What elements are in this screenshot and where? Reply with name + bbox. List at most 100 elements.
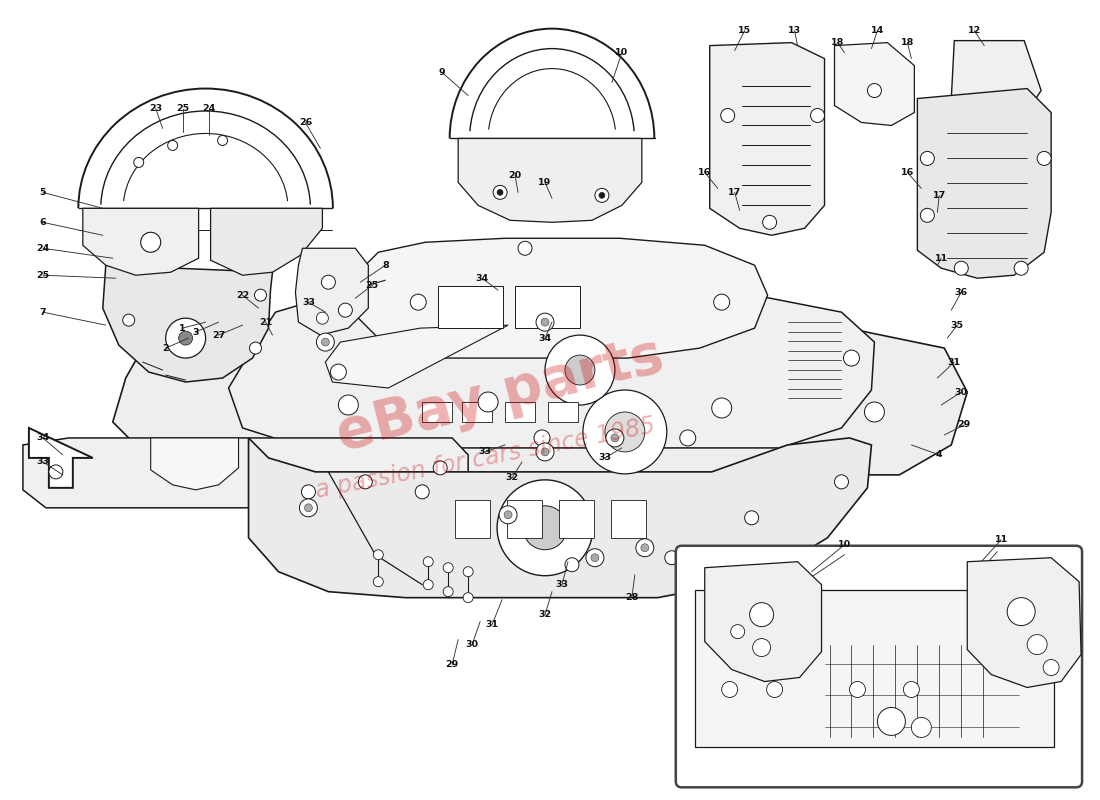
Circle shape [541, 448, 549, 456]
Circle shape [565, 355, 595, 385]
Circle shape [636, 538, 653, 557]
Text: 31: 31 [485, 620, 498, 629]
Circle shape [141, 232, 161, 252]
Circle shape [463, 566, 473, 577]
Text: 30: 30 [955, 387, 968, 397]
Text: 6: 6 [40, 218, 46, 227]
Circle shape [317, 312, 329, 324]
Circle shape [605, 412, 645, 452]
Text: eBay parts: eBay parts [331, 328, 669, 462]
Text: 22: 22 [235, 290, 250, 300]
Text: 15: 15 [738, 26, 751, 35]
Bar [505, 402, 535, 422]
Circle shape [1027, 634, 1047, 654]
Text: 33: 33 [598, 454, 612, 462]
Circle shape [1014, 262, 1028, 275]
Polygon shape [113, 328, 967, 475]
Polygon shape [82, 208, 199, 275]
Circle shape [762, 215, 777, 230]
Polygon shape [695, 590, 1054, 747]
Circle shape [499, 506, 517, 524]
Circle shape [433, 461, 448, 475]
Bar [515, 286, 580, 328]
Circle shape [339, 395, 359, 415]
Circle shape [1008, 598, 1035, 626]
Circle shape [752, 638, 771, 657]
Text: a passion for cars since 1985: a passion for cars since 1985 [314, 413, 657, 502]
Text: 35: 35 [950, 321, 964, 330]
Text: 31: 31 [948, 358, 961, 366]
Text: 33: 33 [556, 580, 569, 589]
Circle shape [415, 485, 429, 499]
Bar [610, 500, 646, 538]
Text: 19: 19 [538, 178, 551, 187]
Circle shape [722, 682, 738, 698]
Circle shape [767, 682, 782, 698]
Circle shape [443, 586, 453, 597]
Circle shape [317, 333, 334, 351]
Circle shape [583, 390, 667, 474]
Circle shape [680, 430, 695, 446]
Circle shape [424, 580, 433, 590]
Text: 18: 18 [901, 38, 914, 47]
Text: 27: 27 [212, 330, 226, 340]
Circle shape [522, 506, 566, 550]
Circle shape [504, 511, 513, 518]
Circle shape [373, 577, 383, 586]
Circle shape [48, 465, 63, 479]
Text: 25: 25 [176, 104, 189, 113]
Text: 24: 24 [202, 104, 216, 113]
Circle shape [598, 192, 605, 198]
Circle shape [359, 475, 372, 489]
Text: 16: 16 [698, 168, 712, 177]
Text: 30: 30 [465, 640, 478, 649]
Circle shape [760, 570, 769, 578]
Polygon shape [29, 428, 92, 488]
Text: 33: 33 [36, 458, 50, 466]
Circle shape [321, 275, 336, 289]
Text: 33: 33 [301, 298, 315, 306]
Circle shape [921, 208, 934, 222]
Bar [548, 402, 578, 422]
Circle shape [541, 318, 549, 326]
Text: 17: 17 [728, 188, 741, 197]
Circle shape [750, 602, 773, 626]
Circle shape [1037, 151, 1052, 166]
Circle shape [878, 707, 905, 735]
Circle shape [299, 499, 318, 517]
Text: 17: 17 [933, 191, 946, 200]
Circle shape [330, 364, 346, 380]
Text: 25: 25 [36, 270, 50, 280]
Circle shape [134, 158, 144, 167]
Text: 23: 23 [150, 104, 162, 113]
Circle shape [518, 242, 532, 255]
Polygon shape [352, 238, 768, 358]
Circle shape [544, 335, 615, 405]
Text: 25: 25 [365, 281, 378, 290]
Text: 5: 5 [40, 188, 46, 197]
Text: 1: 1 [179, 324, 186, 333]
Text: 10: 10 [615, 48, 628, 57]
Circle shape [714, 294, 729, 310]
Circle shape [424, 557, 433, 566]
Circle shape [610, 434, 619, 442]
Polygon shape [296, 248, 369, 335]
Text: 21: 21 [258, 318, 272, 326]
Bar [462, 402, 492, 422]
Circle shape [250, 342, 262, 354]
Circle shape [641, 544, 649, 552]
Circle shape [305, 504, 312, 512]
Circle shape [178, 331, 192, 345]
Circle shape [254, 289, 266, 301]
Text: 11: 11 [935, 254, 948, 262]
Circle shape [811, 109, 825, 122]
Text: 10: 10 [838, 540, 851, 550]
Text: 20: 20 [508, 171, 521, 180]
Circle shape [443, 562, 453, 573]
Text: 14: 14 [871, 26, 884, 35]
Circle shape [606, 429, 624, 447]
Circle shape [497, 190, 503, 195]
Circle shape [301, 485, 316, 499]
Circle shape [123, 314, 134, 326]
Circle shape [463, 593, 473, 602]
